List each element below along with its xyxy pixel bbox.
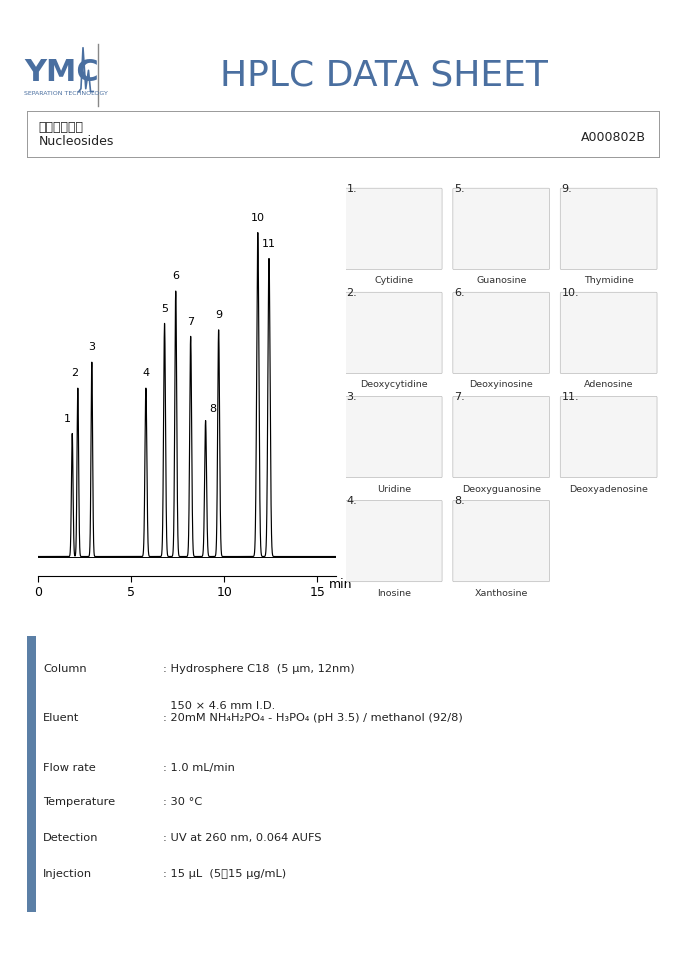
Text: 2: 2 [71, 369, 79, 378]
Text: Nucleosides: Nucleosides [39, 135, 114, 148]
Text: 4: 4 [142, 369, 150, 378]
Text: A000802B: A000802B [581, 132, 646, 144]
Text: Flow rate: Flow rate [43, 763, 96, 772]
Text: Eluent: Eluent [43, 713, 80, 723]
Text: Uridine: Uridine [377, 485, 411, 494]
Bar [27, 636, 36, 912]
FancyBboxPatch shape [345, 292, 442, 374]
FancyBboxPatch shape [560, 396, 657, 477]
Text: Deoxyguanosine: Deoxyguanosine [462, 485, 541, 494]
Text: 8: 8 [209, 404, 217, 414]
Text: : UV at 260 nm, 0.064 AUFS: : UV at 260 nm, 0.064 AUFS [163, 833, 322, 843]
FancyBboxPatch shape [453, 396, 549, 477]
Text: 5.: 5. [454, 184, 464, 195]
Text: Deoxycytidine: Deoxycytidine [360, 380, 427, 389]
FancyBboxPatch shape [345, 396, 442, 477]
Text: Cytidine: Cytidine [374, 277, 413, 286]
Text: 9.: 9. [561, 184, 572, 195]
FancyBboxPatch shape [453, 500, 549, 582]
Text: SEPARATION TECHNOLOGY: SEPARATION TECHNOLOGY [24, 91, 108, 96]
Text: 8.: 8. [454, 497, 464, 506]
Text: 7: 7 [187, 317, 194, 326]
Text: Inosine: Inosine [377, 589, 411, 597]
Text: 6: 6 [172, 271, 179, 281]
Text: min: min [329, 578, 352, 590]
Text: Deoxyadenosine: Deoxyadenosine [569, 485, 648, 494]
Text: : 30 °C: : 30 °C [163, 798, 202, 807]
Text: Xanthosine: Xanthosine [475, 589, 528, 597]
Text: ヌクレオシド: ヌクレオシド [39, 121, 84, 135]
FancyBboxPatch shape [453, 188, 549, 269]
Text: 9: 9 [215, 310, 222, 320]
FancyBboxPatch shape [345, 188, 442, 269]
Text: Column: Column [43, 664, 87, 674]
Text: 4.: 4. [346, 497, 357, 506]
Text: : 20mM NH₄H₂PO₄ - H₃PO₄ (pH 3.5) / methanol (92/8): : 20mM NH₄H₂PO₄ - H₃PO₄ (pH 3.5) / metha… [163, 713, 463, 723]
Text: 11: 11 [262, 239, 276, 249]
Text: Thymidine: Thymidine [584, 277, 634, 286]
Text: 11.: 11. [561, 392, 579, 403]
Text: : 15 μL  (5～15 μg/mL): : 15 μL (5～15 μg/mL) [163, 869, 286, 879]
Text: Guanosine: Guanosine [476, 277, 526, 286]
FancyBboxPatch shape [560, 188, 657, 269]
Text: Temperature: Temperature [43, 798, 115, 807]
Text: 5: 5 [161, 304, 168, 314]
Text: Deoxyinosine: Deoxyinosine [469, 380, 533, 389]
Text: HPLC DATA SHEET: HPLC DATA SHEET [220, 59, 548, 93]
Text: 10: 10 [251, 213, 265, 223]
Text: YMC: YMC [24, 58, 99, 87]
Text: 1.: 1. [346, 184, 357, 195]
Text: 3.: 3. [346, 392, 357, 403]
Text: 3: 3 [88, 343, 95, 352]
Text: 10.: 10. [561, 288, 579, 298]
Text: 150 × 4.6 mm I.D.: 150 × 4.6 mm I.D. [163, 701, 275, 711]
FancyBboxPatch shape [345, 500, 442, 582]
Text: Adenosine: Adenosine [584, 380, 633, 389]
FancyBboxPatch shape [453, 292, 549, 374]
Text: : Hydrosphere C18  (5 μm, 12nm): : Hydrosphere C18 (5 μm, 12nm) [163, 664, 355, 674]
Text: 2.: 2. [346, 288, 357, 298]
Text: 1: 1 [64, 413, 71, 424]
Text: 6.: 6. [454, 288, 464, 298]
FancyBboxPatch shape [560, 292, 657, 374]
Text: : 1.0 mL/min: : 1.0 mL/min [163, 763, 235, 772]
Text: Detection: Detection [43, 833, 99, 843]
Text: Injection: Injection [43, 869, 93, 879]
Text: 7.: 7. [454, 392, 464, 403]
